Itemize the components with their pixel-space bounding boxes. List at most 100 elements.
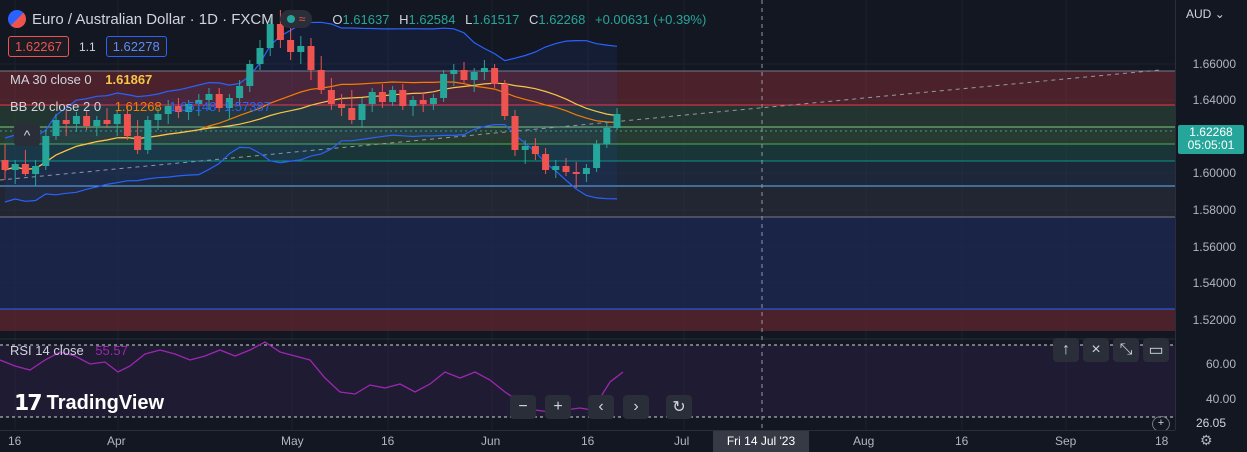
ma-legend[interactable]: MA 30 close 0 1.61867 (10, 72, 152, 87)
candle-body (572, 172, 580, 174)
candle-body (113, 114, 121, 124)
candle-body (399, 90, 407, 106)
zoom-in-button[interactable]: + (545, 395, 571, 419)
settings-gear-icon[interactable]: ⚙ (1200, 432, 1213, 448)
crosshair-time-label: Fri 14 Jul '23 (713, 431, 809, 452)
zoom-out-button[interactable]: − (510, 395, 536, 419)
candle-body (195, 100, 203, 104)
pane-collapse-button[interactable]: ⤡ (1113, 338, 1139, 362)
time-tick: 18 (1155, 434, 1169, 448)
candle-body (491, 68, 499, 84)
time-tick: 16 (581, 434, 595, 448)
price-tick: 1.56000 (1192, 240, 1236, 254)
candle-body (552, 166, 560, 170)
last-price-label: 1.62268 05:05:01 (1178, 125, 1244, 154)
candle-body (613, 114, 621, 128)
minus-icon: − (518, 398, 528, 415)
currency-flag-icon (8, 10, 26, 28)
time-tick: Sep (1055, 434, 1077, 448)
market-status-badge[interactable]: ≈ (279, 10, 313, 28)
candle-body (531, 146, 539, 154)
candle-body (123, 114, 131, 136)
price-change: +0.00631 (+0.39%) (594, 11, 707, 27)
candle-body (236, 86, 244, 98)
candle-body (174, 106, 182, 112)
candle-body (83, 116, 91, 126)
candle-body (593, 144, 601, 168)
bb-upper-value: 1.65148 (169, 99, 217, 114)
chevron-left-icon: ‹ (598, 398, 604, 415)
candle-body (327, 90, 335, 104)
bb-legend[interactable]: BB 20 close 2 0 1.61268 1.65148 1.57387 (10, 99, 271, 114)
candle-body (93, 120, 101, 126)
symbol-header: Euro / Australian Dollar · 1D · FXCM ≈ O… (8, 9, 712, 29)
collapse-icon: ⤡ (1119, 341, 1133, 358)
candle-body (52, 120, 60, 136)
symbol-title[interactable]: Euro / Australian Dollar · 1D · FXCM (32, 10, 274, 28)
maximize-icon: ▭ (1148, 342, 1164, 359)
ma-line (4, 82, 618, 171)
candle-body (460, 70, 468, 80)
candle-body (154, 114, 162, 120)
time-tick: Jul (674, 434, 690, 448)
rsi-label: RSI 14 close (10, 343, 84, 358)
candle-body (338, 104, 346, 108)
price-tick: 1.66000 (1192, 57, 1236, 71)
candle-body (21, 164, 29, 174)
candle-body (378, 92, 386, 102)
scroll-right-button[interactable]: › (623, 395, 649, 419)
candle-body (144, 120, 152, 150)
ohlc-values: O1.61637 H1.62584 L1.61517 C1.62268 +0.0… (332, 11, 707, 27)
candle-body (246, 64, 254, 86)
spread-value: 1.1 (79, 39, 96, 54)
bb-label: BB 20 close 2 0 (10, 99, 102, 114)
pane-maximize-button[interactable]: ▭ (1143, 338, 1169, 362)
buy-price-button[interactable]: 1.62278 (105, 36, 167, 57)
time-axis[interactable]: 16 Apr May 16 Jun 16 Jul Aug 16 Sep 18 F… (0, 430, 1175, 452)
candle-body (317, 70, 325, 90)
candle-body (215, 94, 223, 108)
candle-body (62, 120, 70, 124)
sell-price-button[interactable]: 1.62267 (8, 36, 69, 57)
candle-body (440, 74, 448, 98)
candle-body (409, 100, 417, 106)
pane-close-button[interactable]: × (1083, 338, 1109, 362)
collapse-legend-button[interactable]: ^ (14, 124, 40, 146)
tradingview-logo[interactable]: 𝟭𝟳 TradingView (14, 390, 164, 416)
candles-group (1, 10, 621, 188)
price-tick: 1.58000 (1192, 203, 1236, 217)
candle-body (562, 166, 570, 172)
candle-body (521, 146, 529, 150)
candle-body (419, 100, 427, 104)
pane-move-up-button[interactable]: ↑ (1053, 338, 1079, 362)
candle-body (603, 128, 611, 144)
candle-body (429, 98, 437, 104)
candle-body (185, 104, 193, 112)
candle-body (287, 40, 295, 52)
currency-selector[interactable]: AUD ⌄ (1186, 7, 1225, 21)
rsi-value: 55.57 (95, 343, 128, 358)
scroll-left-button[interactable]: ‹ (588, 395, 614, 419)
rsi-legend[interactable]: RSI 14 close 55.57 (10, 343, 128, 358)
candle-body (72, 116, 80, 124)
price-tick: 1.60000 (1192, 166, 1236, 180)
close-icon: × (1091, 341, 1101, 358)
candle-body (470, 72, 478, 80)
price-chart[interactable] (0, 0, 1175, 430)
candle-body (266, 24, 274, 48)
candle-body (103, 120, 111, 124)
candle-body (582, 168, 590, 174)
time-tick: Jun (481, 434, 501, 448)
candle-body (42, 136, 50, 166)
time-tick: Aug (853, 434, 875, 448)
arrow-up-icon: ↑ (1062, 341, 1070, 358)
price-scale[interactable]: AUD ⌄ 1.66000 1.64000 1.60000 1.58000 1.… (1175, 0, 1247, 430)
candle-body (389, 90, 397, 102)
candle-body (501, 84, 509, 116)
reset-chart-button[interactable]: ↻ (666, 395, 692, 419)
candle-body (511, 116, 519, 150)
candle-body (256, 48, 264, 64)
rsi-tick: 60.00 (1205, 357, 1236, 371)
green-dot-icon (286, 15, 295, 23)
rsi-tick: 40.00 (1205, 392, 1236, 406)
